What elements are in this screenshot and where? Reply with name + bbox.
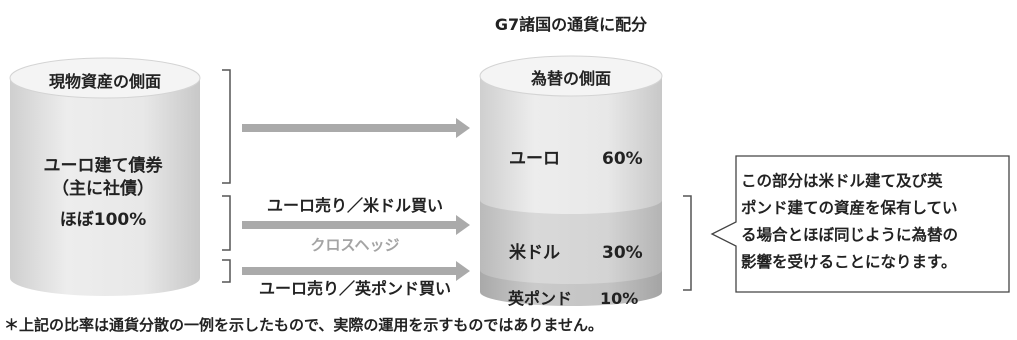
right-cylinder-title: 為替の側面 bbox=[530, 69, 612, 88]
right-cylinder bbox=[479, 55, 663, 306]
arrow-gbp bbox=[242, 261, 470, 281]
callout-text: この部分は米ドル建て及び英 ポンド建ての資産を保有してい る場合とほぼ同じように… bbox=[741, 168, 1003, 276]
arrow-usd bbox=[242, 215, 470, 235]
left-cylinder-line2: （主に社債） bbox=[52, 179, 154, 199]
segment-usd-percent: 30% bbox=[602, 243, 643, 263]
right-bracket bbox=[683, 195, 692, 291]
left-cylinder-title: 現物資産の側面 bbox=[48, 72, 162, 91]
footnote: ＊上記の比率は通貨分散の一例を示したもので、実際の運用を示すものではありません。 bbox=[4, 316, 603, 334]
arrow-top bbox=[242, 118, 470, 138]
callout-line: ポンド建ての資産を保有してい bbox=[741, 199, 958, 217]
segment-usd-currency: 米ドル bbox=[509, 243, 560, 263]
arrows bbox=[242, 118, 470, 281]
left-cylinder-line3: ほぼ100% bbox=[59, 210, 147, 230]
callout-line: 影響を受けることになります。 bbox=[741, 253, 957, 271]
callout-box bbox=[710, 155, 1010, 293]
arrow-label-cross-hedge: クロスヘッジ bbox=[310, 236, 400, 254]
segment-gbp-percent: 10% bbox=[600, 289, 639, 308]
callout-line: この部分は米ドル建て及び英 bbox=[741, 172, 943, 190]
callout-line: る場合とほぼ同じように為替の bbox=[741, 226, 959, 244]
left-cylinder-line1: ユーロ建て債券 bbox=[43, 156, 163, 176]
segment-euro-currency: ユーロ bbox=[509, 149, 560, 169]
segment-euro-percent: 60% bbox=[602, 149, 643, 169]
segment-usd bbox=[480, 200, 662, 284]
segment-gbp-currency: 英ポンド bbox=[508, 289, 573, 308]
left-cylinder bbox=[9, 57, 201, 296]
arrow-label-usd: ユーロ売り／米ドル買い bbox=[266, 196, 444, 215]
diagram-heading: G7諸国の通貨に配分 bbox=[494, 15, 648, 34]
left-brackets bbox=[222, 69, 231, 283]
arrow-label-gbp: ユーロ売り／英ポンド買い bbox=[258, 279, 452, 298]
segment-euro bbox=[480, 76, 662, 214]
